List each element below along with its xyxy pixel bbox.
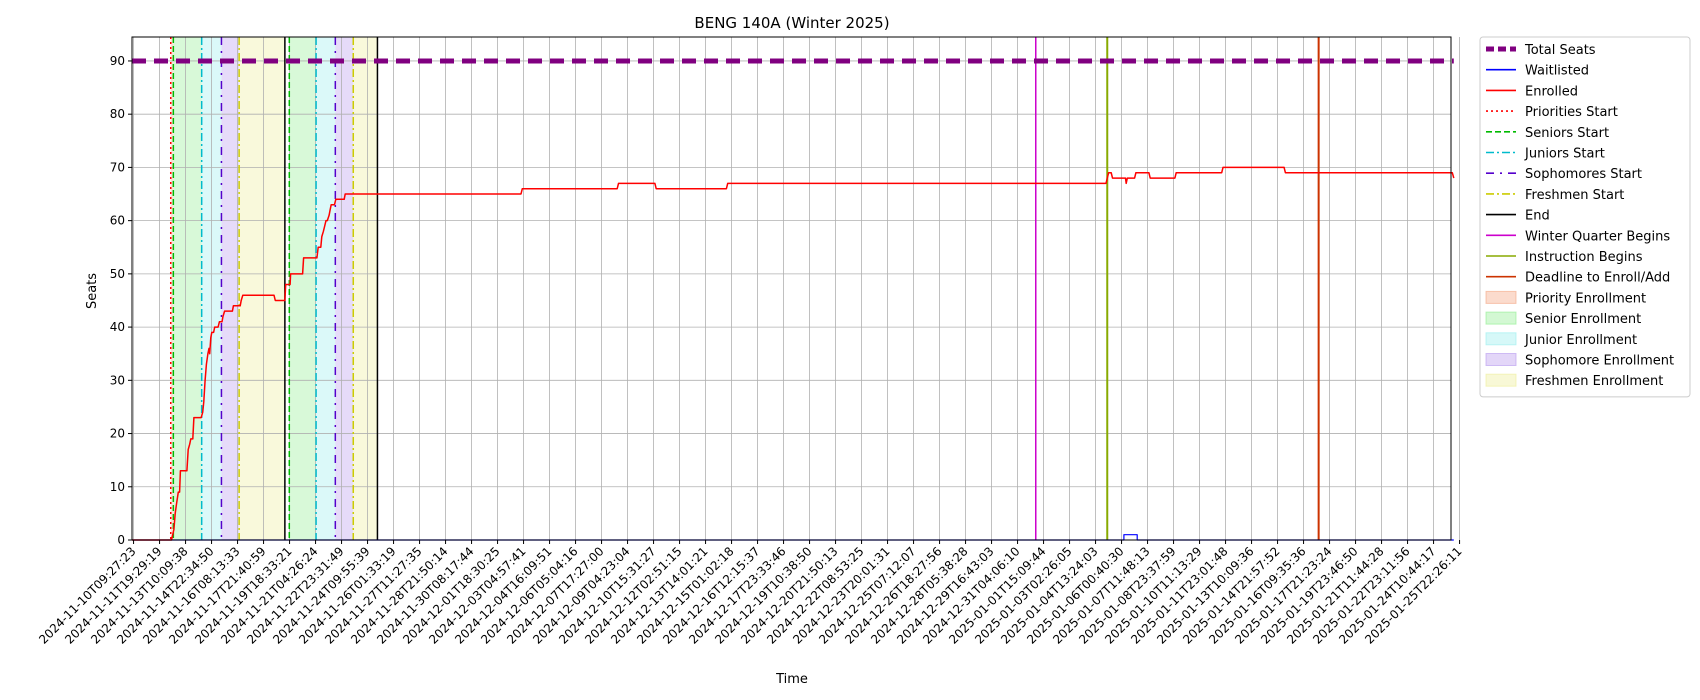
y-tick-label: 20 xyxy=(110,427,125,441)
legend-label: Seniors Start xyxy=(1525,126,1609,141)
y-axis-label: Seats xyxy=(85,273,100,309)
region-priority-enrollment xyxy=(170,37,174,540)
x-axis-label: Time xyxy=(775,672,808,687)
legend-item: Seniors Start xyxy=(1486,126,1609,141)
legend-item: Priorities Start xyxy=(1486,105,1618,120)
y-tick-label: 70 xyxy=(110,160,125,174)
region-sophomore-enrollment xyxy=(221,37,240,540)
legend-swatch xyxy=(1485,311,1517,325)
y-tick-label: 10 xyxy=(110,480,125,494)
y-tick-label: 50 xyxy=(110,267,125,281)
legend-label: Winter Quarter Begins xyxy=(1525,229,1670,244)
legend-label: Junior Enrollment xyxy=(1524,333,1637,348)
region-freshmen-enrollment xyxy=(353,37,378,540)
legend-item: Juniors Start xyxy=(1486,147,1605,162)
legend-label: Juniors Start xyxy=(1524,147,1605,162)
y-tick-label: 80 xyxy=(110,107,125,121)
legend-label: Deadline to Enroll/Add xyxy=(1525,271,1670,286)
legend: Total Seats Waitlisted Enrolled Priorities … xyxy=(1479,36,1691,398)
legend-label: Sophomores Start xyxy=(1525,167,1642,182)
legend-label: Sophomore Enrollment xyxy=(1525,354,1674,369)
region-freshmen-enrollment xyxy=(239,37,285,540)
legend-label: Priorities Start xyxy=(1525,105,1618,120)
event-lines xyxy=(169,37,1320,540)
legend-label: Instruction Begins xyxy=(1525,250,1643,265)
legend-label: Senior Enrollment xyxy=(1525,312,1641,327)
legend-item: Instruction Begins xyxy=(1486,250,1643,265)
chart-title: BENG 140A (Winter 2025) xyxy=(694,14,889,32)
legend-label: Enrolled xyxy=(1525,84,1578,99)
region-junior-enrollment xyxy=(316,37,336,540)
legend-item: Priority Enrollment xyxy=(1485,290,1646,306)
series-enrolled xyxy=(132,166,1455,541)
legend-item: Enrolled xyxy=(1486,84,1578,99)
y-tick-label: 30 xyxy=(110,373,125,387)
legend-item: Sophomore Enrollment xyxy=(1485,353,1674,369)
region-senior-enrollment xyxy=(289,37,317,540)
y-tick-label: 0 xyxy=(117,533,125,547)
legend-swatch xyxy=(1485,353,1517,366)
plot-background xyxy=(132,37,1451,540)
legend-item: Freshmen Enrollment xyxy=(1485,373,1663,389)
plot-frame xyxy=(131,36,1452,541)
legend-item: Waitlisted xyxy=(1486,64,1589,79)
legend-item: Senior Enrollment xyxy=(1485,311,1641,327)
legend-label: Total Seats xyxy=(1524,43,1596,58)
legend-label: Priority Enrollment xyxy=(1525,291,1646,306)
legend-item: Deadline to Enroll/Add xyxy=(1486,271,1670,286)
legend-box xyxy=(1479,36,1691,398)
y-tick-label: 40 xyxy=(110,320,125,334)
y-axis-ticks: 0 10 20 30 40 50 60 70 80 90 xyxy=(110,54,132,547)
legend-swatch xyxy=(1485,290,1517,304)
legend-label: Freshmen Start xyxy=(1525,188,1624,203)
x-axis-ticks: 2024-11-10T09:27:232024-11-11T19:29:1920… xyxy=(36,540,1465,647)
legend-label: Waitlisted xyxy=(1525,64,1589,79)
region-sophomore-enrollment xyxy=(335,37,354,540)
legend-item: Winter Quarter Begins xyxy=(1486,229,1670,244)
legend-item: Sophomores Start xyxy=(1486,167,1642,182)
legend-item: Junior Enrollment xyxy=(1485,332,1637,348)
legend-item: Total Seats xyxy=(1486,43,1596,58)
y-tick-label: 90 xyxy=(110,54,125,68)
plot-border xyxy=(131,36,1452,541)
legend-swatch xyxy=(1485,332,1517,346)
legend-swatch xyxy=(1485,373,1517,387)
legend-label: End xyxy=(1525,209,1550,224)
legend-item: End xyxy=(1486,209,1550,224)
legend-item: Freshmen Start xyxy=(1486,188,1624,203)
plot-area xyxy=(132,37,1451,540)
legend-label: Freshmen Enrollment xyxy=(1525,374,1663,389)
y-tick-label: 60 xyxy=(110,214,125,228)
